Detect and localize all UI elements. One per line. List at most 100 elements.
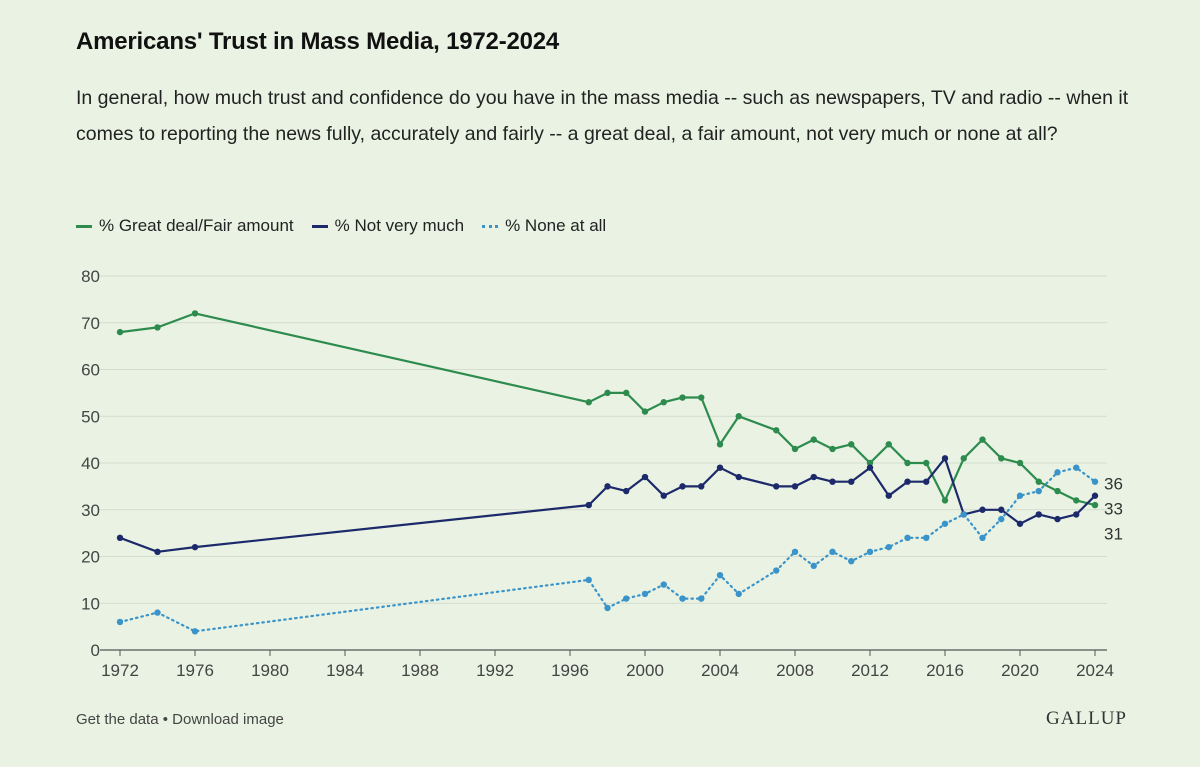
legend-item-great-deal[interactable]: % Great deal/Fair amount (76, 216, 294, 236)
data-point-great-deal-fair-amount (154, 324, 161, 331)
legend-item-not-very-much[interactable]: % Not very much (311, 216, 465, 236)
y-tick-label: 30 (81, 501, 100, 520)
data-point-none-at-all (1073, 464, 1080, 471)
data-point-great-deal-fair-amount (866, 459, 874, 467)
data-point-none-at-all (1054, 469, 1061, 476)
end-value-label: 31 (1104, 525, 1123, 544)
y-tick-label: 10 (81, 594, 100, 613)
series-line-great-deal-fair-amount (118, 312, 1097, 507)
data-point-great-deal-fair-amount (191, 310, 199, 317)
data-point-great-deal-fair-amount (585, 399, 592, 406)
x-tick-label: 1992 (476, 661, 514, 680)
legend-item-none-at-all[interactable]: % None at all (482, 216, 606, 236)
series-line-not-very-much (118, 457, 1097, 553)
data-point-not-very-much (1035, 511, 1042, 518)
end-value-label: 36 (1104, 475, 1123, 494)
y-tick-label: 20 (81, 548, 100, 567)
data-point-none-at-all (116, 618, 124, 626)
legend-swatch-great-deal (76, 224, 92, 228)
legend-label-great-deal: % Great deal/Fair amount (99, 216, 294, 235)
data-point-great-deal-fair-amount (735, 413, 742, 420)
x-tick-label: 1976 (176, 661, 214, 680)
data-point-not-very-much (623, 487, 630, 495)
data-point-great-deal-fair-amount (885, 441, 892, 448)
x-tick-label: 1988 (401, 661, 439, 680)
data-point-none-at-all (923, 534, 930, 541)
data-point-not-very-much (154, 548, 161, 556)
data-point-great-deal-fair-amount (791, 445, 799, 453)
end-value-label: 33 (1104, 500, 1123, 519)
legend: % Great deal/Fair amount % Not very much… (76, 216, 606, 236)
data-point-not-very-much (716, 464, 724, 471)
data-point-great-deal-fair-amount (641, 408, 649, 415)
data-point-not-very-much (923, 478, 930, 485)
x-tick-label: 2008 (776, 661, 814, 680)
data-point-none-at-all (735, 590, 742, 598)
data-point-none-at-all (904, 534, 911, 541)
data-point-not-very-much (810, 473, 817, 481)
data-point-not-very-much (979, 506, 986, 513)
data-point-not-very-much (904, 478, 911, 485)
data-point-none-at-all (979, 534, 986, 541)
data-point-great-deal-fair-amount (1054, 487, 1061, 495)
data-point-none-at-all (1091, 478, 1099, 485)
data-point-great-deal-fair-amount (660, 399, 667, 406)
data-point-none-at-all (829, 548, 836, 556)
data-point-great-deal-fair-amount (998, 455, 1005, 462)
data-point-none-at-all (848, 557, 855, 565)
legend-swatch-none-at-all (482, 224, 499, 228)
data-point-great-deal-fair-amount (979, 436, 986, 443)
data-point-not-very-much (885, 492, 892, 499)
footer-links: Get the data • Download image (76, 711, 284, 728)
x-tick-label: 2004 (701, 661, 739, 680)
data-point-not-very-much (660, 492, 667, 499)
data-point-not-very-much (191, 543, 199, 551)
legend-label-none-at-all: % None at all (505, 216, 607, 235)
data-point-none-at-all (660, 581, 667, 588)
data-point-none-at-all (1035, 487, 1042, 495)
data-point-none-at-all (716, 572, 724, 579)
data-point-not-very-much (941, 455, 949, 462)
data-point-not-very-much (698, 483, 705, 490)
legend-label-not-very-much: % Not very much (334, 216, 465, 235)
gallup-logo: GALLUP (1046, 708, 1127, 729)
data-point-none-at-all (810, 562, 817, 570)
footer-separator: • (158, 711, 173, 728)
data-point-not-very-much (679, 483, 686, 490)
data-point-great-deal-fair-amount (773, 427, 780, 434)
x-tick-label: 1972 (101, 661, 139, 680)
legend-swatch-not-very-much (311, 224, 328, 228)
data-point-not-very-much (1073, 511, 1080, 518)
get-data-link[interactable]: Get the data (76, 711, 159, 728)
data-point-none-at-all (679, 595, 686, 602)
data-point-great-deal-fair-amount (904, 459, 911, 467)
data-point-great-deal-fair-amount (848, 441, 855, 448)
data-point-great-deal-fair-amount (623, 389, 630, 397)
data-point-not-very-much (641, 473, 649, 481)
data-point-none-at-all (941, 520, 949, 527)
data-point-none-at-all (623, 595, 630, 602)
x-tick-label: 2016 (926, 661, 964, 680)
y-tick-label: 40 (81, 454, 100, 473)
data-point-great-deal-fair-amount (716, 441, 724, 448)
y-tick-label: 0 (91, 641, 100, 660)
x-tick-label: 2000 (626, 661, 664, 680)
data-point-not-very-much (998, 506, 1005, 513)
data-point-not-very-much (773, 483, 780, 490)
y-tick-label: 80 (81, 267, 100, 286)
data-point-not-very-much (1016, 520, 1024, 527)
data-point-not-very-much (1091, 492, 1099, 499)
data-point-none-at-all (885, 543, 892, 551)
data-point-great-deal-fair-amount (698, 394, 705, 401)
y-tick-label: 70 (81, 314, 100, 333)
download-image-link[interactable]: Download image (172, 711, 284, 728)
data-point-none-at-all (866, 548, 874, 556)
data-point-great-deal-fair-amount (1091, 501, 1099, 509)
data-point-not-very-much (585, 501, 592, 509)
y-tick-label: 50 (81, 407, 100, 426)
data-point-great-deal-fair-amount (960, 455, 967, 462)
data-point-great-deal-fair-amount (1016, 459, 1024, 467)
data-point-none-at-all (1016, 492, 1024, 499)
data-point-great-deal-fair-amount (116, 328, 124, 336)
